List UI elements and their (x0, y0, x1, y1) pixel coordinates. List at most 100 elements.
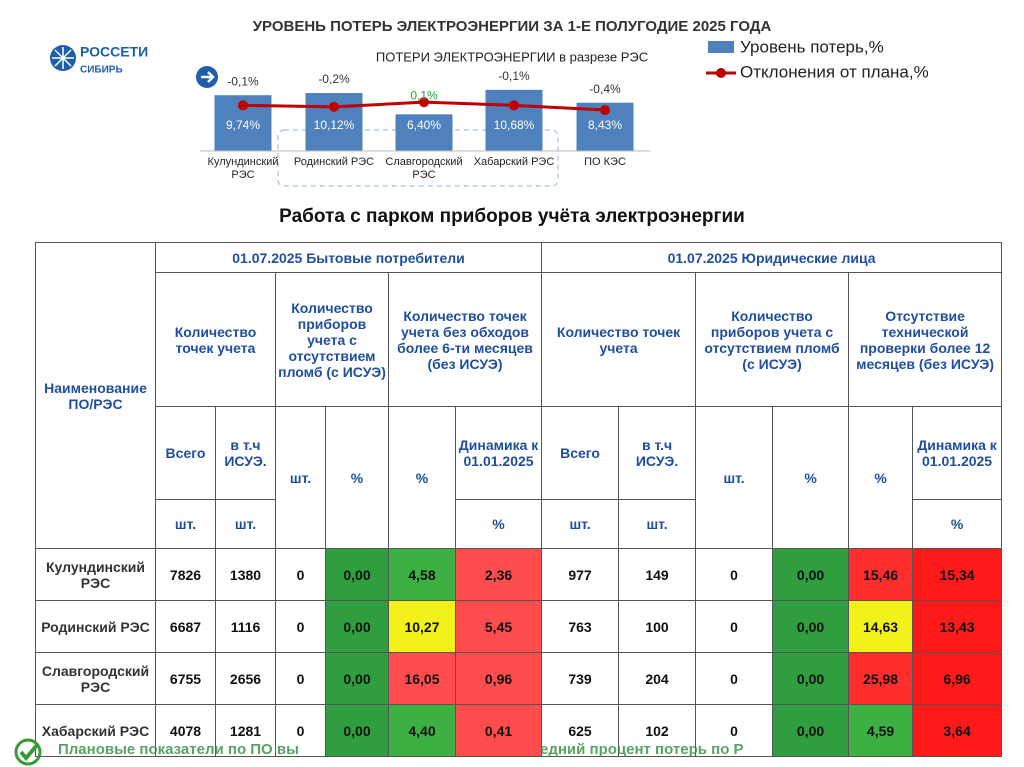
bar (395, 114, 453, 151)
data-cell: 0 (275, 704, 326, 757)
data-cell: 149 (618, 548, 697, 601)
header-cell: в т.ч ИСУЭ. (618, 406, 697, 500)
header-cell: % (454, 499, 543, 549)
header-cell: % (325, 406, 389, 549)
line-point (600, 105, 610, 116)
data-cell: 15,34 (912, 548, 1003, 601)
row-name-cell: Родинский РЭС (35, 600, 156, 653)
data-cell: 2,36 (454, 548, 543, 601)
line-value-label: -0,1% (227, 74, 259, 88)
header-cell: Динамика к 01.01.2025 (912, 406, 1003, 500)
header-cell: 01.07.2025 Бытовые потребители (154, 242, 543, 273)
data-cell: 0,00 (772, 600, 850, 653)
page-title: УРОВЕНЬ ПОТЕРЬ ЭЛЕКТРОЭНЕРГИИ ЗА 1-Е ПОЛ… (253, 18, 772, 35)
data-cell: 1380 (215, 548, 276, 601)
header-cell: Количество точек учета без обходов более… (387, 272, 543, 407)
line-point (509, 100, 519, 111)
header-cell: шт. (618, 499, 697, 549)
header-cell: Количество точек учета (155, 272, 276, 407)
data-cell: 625 (541, 704, 620, 757)
bar-value-label: 10,68% (494, 118, 535, 132)
legend-label: Уровень потерь,% (740, 37, 884, 56)
legend-label: Отклонения от плана,% (740, 62, 929, 81)
header-cell: Отсутствие технической проверки более 12… (848, 272, 1003, 407)
data-cell: 763 (541, 600, 620, 653)
check-circle (14, 738, 42, 766)
data-cell: 0,00 (772, 704, 850, 757)
header-cell: в т.ч ИСУЭ. (215, 406, 276, 500)
data-cell: 10,27 (388, 600, 456, 653)
data-cell: 1116 (215, 600, 276, 653)
bar-value-label: 8,43% (588, 118, 622, 132)
category-label: Родинский РЭС (293, 156, 375, 168)
chart-title: ПОТЕРИ ЭЛЕКТРОЭНЕРГИИ в разрезе РЭС (376, 49, 648, 64)
data-cell: 0 (695, 652, 774, 705)
category-label: Хабарский РЭС (473, 156, 555, 168)
line-value-label: -0,1% (498, 69, 530, 83)
legend-swatch (708, 41, 734, 53)
data-cell: 0,00 (325, 548, 389, 601)
row-name-cell: Кулундинский РЭС (35, 548, 156, 601)
data-cell: 5,45 (454, 600, 543, 653)
data-cell: 0,00 (772, 652, 850, 705)
row-name-cell: Славгородский РЭС (35, 652, 156, 705)
data-cell: 0 (275, 652, 326, 705)
chart: РОССЕТИ СИБИРЬ УРОВЕНЬ ПОТЕРЬ ЭЛЕКТРОЭНЕ… (50, 18, 929, 227)
logo-text: РОССЕТИ (80, 44, 148, 60)
data-cell: 16,05 (388, 652, 456, 705)
header-cell: шт. (155, 499, 216, 549)
header-cell: шт. (275, 406, 326, 549)
section-title: Работа с парком приборов учёта электроэн… (279, 206, 745, 227)
header-cell: Динамика к 01.01.2025 (454, 406, 543, 500)
highlight-box (277, 129, 559, 187)
data-cell: 3,64 (912, 704, 1003, 757)
line-point (238, 100, 248, 111)
data-cell: 0,00 (325, 652, 389, 705)
data-cell: 102 (618, 704, 697, 757)
header-cell: % (388, 406, 456, 549)
data-cell: 25,98 (848, 652, 914, 705)
data-cell: 0 (695, 548, 774, 601)
header-cell: шт. (215, 499, 276, 549)
header-cell: Наименование ПО/РЭС (35, 242, 156, 549)
footer-text: Плановые показатели по ПО вы (58, 741, 299, 758)
header-cell: % (912, 499, 1003, 549)
data-cell: 2656 (215, 652, 276, 705)
data-cell: 4,40 (388, 704, 456, 757)
footer: Плановые показатели по ПО вы едний проце… (0, 738, 1024, 767)
check-mark (19, 742, 40, 762)
data-cell: 4,59 (848, 704, 914, 757)
bar (485, 89, 543, 151)
data-cell: 4,58 (388, 548, 456, 601)
bar-value-label: 9,74% (226, 118, 260, 132)
line-point (419, 97, 429, 108)
bar-value-label: 6,40% (407, 118, 441, 132)
header-cell: Количество приборов учета с отсутствием … (275, 272, 389, 407)
data-cell: 6755 (155, 652, 216, 705)
data-cell: 0 (275, 548, 326, 601)
arrow-icon-glyph (201, 71, 215, 83)
category-label: ПО КЭС (584, 156, 626, 168)
category-label: Славгородский РЭС (385, 156, 463, 181)
row-name-cell: Хабарский РЭС (35, 704, 156, 757)
header-cell: 01.07.2025 Юридические лица (541, 242, 1003, 273)
data-cell: 739 (541, 652, 620, 705)
data-cell: 4078 (155, 704, 216, 757)
data-table: Наименование ПО/РЭС 01.07.2025 Бытовые по… (35, 242, 1003, 757)
line-value-label: -0,2% (318, 72, 350, 86)
data-cell: 204 (618, 652, 697, 705)
line-value-label: 0,1% (410, 88, 438, 102)
line-value-label: -0,4% (589, 82, 621, 96)
data-cell: 0 (275, 600, 326, 653)
header-cell: Количество точек учета (541, 272, 697, 407)
header-cell: шт. (695, 406, 774, 549)
logo-subtext: СИБИРЬ (80, 65, 123, 76)
data-cell: 6,96 (912, 652, 1003, 705)
footer-text: едний процент потерь по Р (540, 741, 744, 758)
data-cell: 100 (618, 600, 697, 653)
category-label: Кулундинский РЭС (207, 156, 279, 181)
line-point (329, 101, 339, 112)
data-cell: 977 (541, 548, 620, 601)
header-cell: Всего (155, 406, 216, 500)
data-cell: 0,41 (454, 704, 543, 757)
